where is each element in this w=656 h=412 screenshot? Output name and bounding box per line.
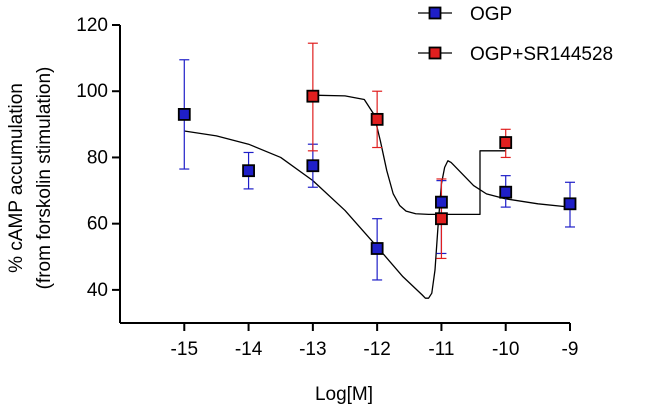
x-axis-label: Log[M]: [315, 384, 373, 405]
y-axis-label-line-2: (from forskolin stimulation): [34, 67, 55, 290]
y-tick-label: 100: [76, 81, 108, 102]
data-points: [177, 42, 577, 281]
data-point-ogp-sr144528: [435, 212, 448, 226]
legend-label-ogp-sr144528: OGP+SR144528: [470, 44, 613, 65]
legend-label-ogp: OGP: [470, 4, 512, 25]
data-point-ogp: [177, 108, 191, 121]
x-tick-label: -13: [299, 339, 326, 360]
legend: OGP OGP+SR144528: [418, 4, 613, 65]
x-tick-label: -11: [428, 339, 454, 360]
y-axis-label-line-1: % cAMP accumulation: [6, 83, 27, 273]
y-tick-label: 120: [76, 15, 108, 36]
data-point-ogp: [435, 195, 448, 209]
x-tick-label: -14: [235, 339, 263, 360]
fit-curve-ogp-sr144528: [312, 94, 506, 216]
data-point-ogp-sr144528: [499, 136, 513, 149]
data-point-ogp: [242, 164, 255, 178]
x-tick-label: -12: [363, 339, 390, 360]
data-point-ogp: [370, 242, 384, 255]
data-point-ogp: [306, 159, 320, 173]
y-tick-label: 80: [87, 147, 108, 168]
x-tick-label: -10: [492, 339, 519, 360]
legend-marker-ogp: [428, 6, 442, 20]
fit-curves: [184, 94, 571, 299]
y-axis-label: % cAMP accumulation (from forskolin stim…: [6, 67, 55, 290]
y-tick-label: 60: [87, 214, 108, 235]
fit-curve-ogp: [184, 130, 571, 299]
legend-marker-ogp-sr144528: [428, 46, 442, 60]
axes: 40 60 80 100 120 -15 -14 -13 -12 -11 -10 -9: [76, 15, 578, 360]
x-tick-label: -9: [562, 339, 579, 360]
data-point-ogp-sr144528: [306, 89, 320, 103]
data-point-ogp-sr144528: [370, 112, 384, 126]
y-tick-label: 40: [87, 280, 108, 301]
data-point-ogp: [499, 185, 513, 199]
x-tick-label: -15: [171, 339, 198, 360]
data-point-ogp: [563, 197, 577, 211]
